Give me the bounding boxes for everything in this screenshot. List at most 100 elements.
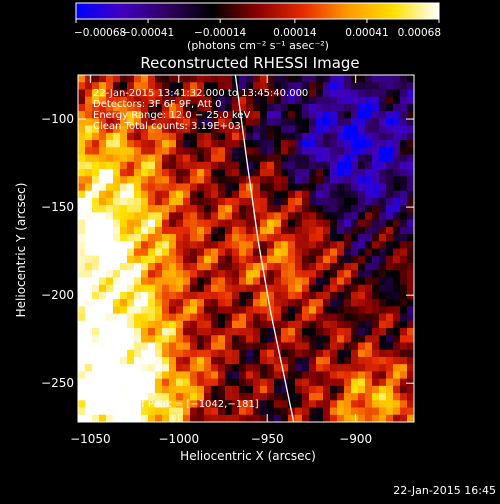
heatmap-cell (169, 248, 177, 257)
heatmap-cell (253, 161, 261, 170)
heatmap-cell (99, 248, 107, 257)
heatmap-cell (330, 82, 338, 91)
heatmap-cell (190, 248, 198, 257)
heatmap-cell (344, 356, 352, 365)
heatmap-cell (386, 154, 394, 163)
heatmap-cell (246, 96, 254, 105)
heatmap-cell (295, 111, 303, 119)
heatmap-cell (393, 125, 401, 134)
heatmap-cell (176, 183, 184, 192)
heatmap-cell (120, 226, 128, 235)
heatmap-cell (372, 371, 380, 380)
heatmap-cell (407, 385, 414, 394)
heatmap-cell (85, 197, 93, 206)
heatmap-cell (183, 262, 191, 271)
heatmap-cell (316, 371, 324, 380)
heatmap-cell (120, 328, 128, 336)
heatmap-cell (316, 356, 324, 365)
heatmap-cell (127, 183, 135, 192)
heatmap-cell (183, 183, 191, 192)
heatmap-cell (295, 328, 303, 336)
heatmap-cell (141, 176, 149, 185)
heatmap-cell (302, 176, 310, 185)
heatmap-cell (267, 393, 275, 401)
heatmap-cell (106, 306, 114, 315)
heatmap-cell (99, 190, 107, 199)
heatmap-cell (281, 385, 289, 394)
heatmap-cell (197, 197, 205, 206)
heatmap-cell (246, 241, 254, 250)
heatmap-cell (120, 89, 128, 98)
heatmap-cell (183, 320, 191, 329)
heatmap-cell (323, 385, 331, 394)
heatmap-cell (407, 75, 414, 83)
heatmap-cell (365, 378, 373, 387)
heatmap-cell (239, 407, 247, 416)
heatmap-cell (211, 161, 219, 170)
heatmap-cell (281, 82, 289, 91)
annotation-time-range: 22-Jan-2015 13:41:32.000 to 13:45:40.000 (93, 88, 308, 99)
annotation-energy-range: Energy Range: 12.0 − 25.0 keV (93, 110, 250, 121)
heatmap-cell (162, 277, 170, 286)
heatmap-cell (232, 161, 240, 170)
heatmap-cell (351, 414, 359, 422)
heatmap-cell (393, 393, 401, 401)
heatmap-cell (190, 140, 198, 148)
heatmap-cell (197, 161, 205, 170)
heatmap-cell (113, 277, 121, 286)
heatmap-cell (232, 306, 240, 315)
heatmap-cell (141, 378, 149, 387)
heatmap-cell (393, 82, 401, 91)
heatmap-cell (211, 132, 219, 141)
heatmap-cell (365, 277, 373, 286)
heatmap-cell (386, 212, 394, 221)
heatmap-cell (225, 364, 233, 372)
heatmap-cell (281, 335, 289, 344)
heatmap-cell (344, 299, 352, 307)
heatmap-cell (323, 219, 331, 228)
heatmap-cell (400, 103, 408, 112)
heatmap-cell (316, 342, 324, 351)
heatmap-cell (400, 356, 408, 365)
heatmap-cell (190, 147, 198, 156)
heatmap-cell (323, 205, 331, 213)
heatmap-cell (351, 313, 359, 322)
heatmap-cell (358, 168, 366, 177)
heatmap-cell (113, 342, 121, 351)
heatmap-cell (134, 270, 142, 279)
heatmap-cell (344, 103, 352, 112)
heatmap-cell (260, 349, 268, 358)
heatmap-cell (407, 82, 414, 91)
heatmap-cell (400, 154, 408, 163)
heatmap-cell (407, 255, 414, 264)
heatmap-cell (148, 89, 156, 98)
heatmap-cell (393, 306, 401, 315)
heatmap-cell (246, 147, 254, 156)
heatmap-cell (85, 168, 93, 177)
heatmap-cell (386, 328, 394, 336)
heatmap-cell (386, 82, 394, 91)
heatmap-cell (225, 118, 233, 127)
heatmap-cell (337, 248, 345, 257)
heatmap-cell (127, 241, 135, 250)
heatmap-cell (337, 313, 345, 322)
heatmap-cell (274, 140, 282, 148)
heatmap-cell (323, 349, 331, 358)
heatmap-cell (176, 96, 184, 105)
heatmap-cell (302, 96, 310, 105)
heatmap-cell (218, 75, 226, 83)
heatmap-cell (323, 270, 331, 279)
heatmap-cell (337, 161, 345, 170)
heatmap-cell (246, 371, 254, 380)
heatmap-cell (127, 212, 135, 221)
heatmap-cell (190, 197, 198, 206)
heatmap-cell (372, 255, 380, 264)
heatmap-cell (323, 364, 331, 372)
heatmap-cell (330, 111, 338, 119)
heatmap-cell (183, 212, 191, 221)
heatmap-cell (204, 400, 212, 409)
heatmap-cell (85, 328, 93, 336)
heatmap-cell (197, 407, 205, 416)
heatmap-cell (323, 342, 331, 351)
heatmap-cell (141, 328, 149, 336)
